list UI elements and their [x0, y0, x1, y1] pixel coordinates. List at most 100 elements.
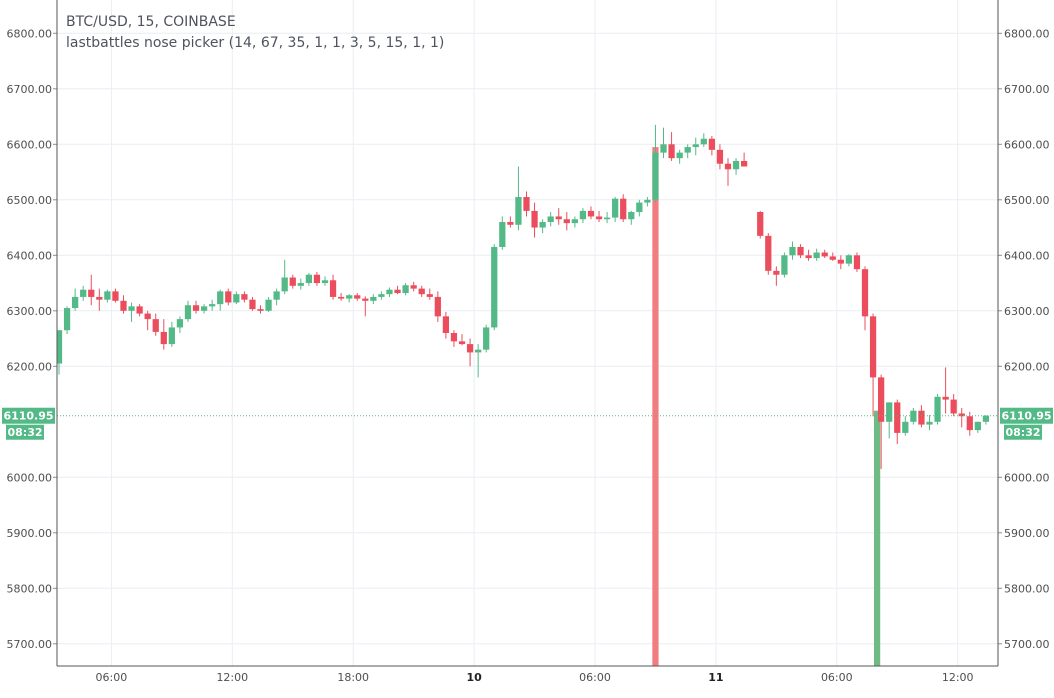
candle-body: [346, 295, 353, 299]
candle-body: [636, 202, 643, 213]
candle: [80, 285, 87, 301]
candle: [289, 274, 296, 289]
candle: [426, 288, 433, 300]
candle-body: [789, 246, 796, 256]
candle-body: [571, 219, 578, 224]
time-tick-label: 10: [466, 671, 482, 684]
candle: [72, 288, 79, 311]
indicator-title[interactable]: lastbattles nose picker (14, 67, 35, 1, …: [66, 35, 445, 51]
candle-body: [829, 256, 836, 260]
candle: [531, 202, 538, 238]
price-tick-label-right: 5900.00: [1004, 527, 1050, 540]
candle-body: [442, 316, 450, 333]
candle: [958, 407, 965, 428]
candle-body: [837, 259, 844, 264]
candle: [668, 132, 675, 161]
candle: [184, 300, 192, 322]
candle-body: [281, 277, 288, 292]
left-price-axis-bg: [0, 0, 57, 666]
candle-body: [668, 144, 675, 159]
candle-body: [781, 255, 788, 275]
candle-body: [217, 291, 224, 305]
candle-body: [410, 285, 417, 289]
candle: [918, 405, 925, 428]
candle-body: [765, 235, 772, 271]
candle-body: [821, 252, 828, 257]
price-tick-label-right: 5800.00: [1004, 582, 1050, 595]
candle: [491, 244, 498, 331]
candle-body: [499, 222, 506, 247]
candle-body: [450, 333, 458, 342]
candle-body: [910, 410, 917, 422]
candle-body: [257, 309, 264, 311]
candle: [563, 212, 570, 231]
price-tick-label-left: 6600.00: [7, 138, 53, 151]
candle-body: [394, 289, 401, 294]
candle-body: [974, 421, 981, 431]
candle: [579, 208, 587, 224]
candle-body: [354, 295, 361, 299]
candle-body: [926, 421, 933, 425]
candle: [869, 313, 877, 417]
candle: [249, 296, 256, 311]
price-tick-label-left: 6000.00: [7, 471, 53, 484]
candle: [926, 415, 933, 431]
chart-legend: BTC/USD, 15, COINBASE lastbattles nose p…: [66, 12, 444, 54]
time-tick-label: 11: [708, 671, 723, 684]
candle: [200, 304, 208, 314]
candle-body: [144, 313, 151, 320]
time-tick-label: 18:00: [337, 671, 369, 684]
price-tag-value-left: 6110.95: [3, 410, 53, 423]
candle-body: [176, 319, 184, 328]
candle-body: [160, 331, 167, 345]
candle: [765, 233, 772, 275]
candle: [120, 295, 127, 314]
candle-body: [982, 415, 990, 422]
price-tick-label-right: 6300.00: [1004, 305, 1050, 318]
candle-body: [845, 255, 853, 264]
candle-body: [757, 212, 764, 236]
candle-body: [55, 330, 63, 364]
candle: [652, 124, 659, 203]
candle-body: [869, 316, 877, 378]
candle: [160, 319, 167, 350]
candle: [603, 212, 611, 224]
candle-body: [434, 296, 441, 317]
candle: [676, 149, 683, 164]
price-tick-label-right: 6200.00: [1004, 360, 1050, 373]
candle: [458, 334, 466, 346]
candle-body: [813, 252, 820, 259]
candle-body: [362, 298, 369, 301]
candle: [612, 197, 619, 222]
axes[interactable]: 6800.00 6800.00 6700.00 6700.00 6600.00 6600.…: [7, 0, 1050, 684]
candle: [555, 208, 562, 225]
candle-body: [249, 299, 256, 310]
candles: [55, 124, 990, 469]
candle-body: [740, 160, 748, 167]
price-tick-label-left: 6200.00: [7, 360, 53, 373]
candle: [716, 144, 724, 170]
candle-body: [120, 300, 127, 311]
candle-body: [265, 299, 272, 311]
candle: [370, 294, 377, 305]
candle: [63, 306, 71, 335]
candle-body: [612, 198, 619, 218]
candle-body: [660, 144, 667, 153]
candle-body: [491, 246, 498, 328]
candle: [660, 127, 667, 159]
candle: [886, 402, 893, 439]
candle: [346, 294, 353, 303]
candle-body: [466, 344, 474, 353]
candle: [209, 299, 216, 311]
candle-body: [225, 291, 232, 303]
candle-body: [104, 291, 111, 300]
candle-body: [531, 210, 538, 228]
candle: [225, 288, 232, 306]
symbol-title[interactable]: BTC/USD, 15, COINBASE: [66, 14, 236, 30]
candle-body: [708, 138, 715, 150]
candle-body: [595, 216, 603, 220]
candle: [362, 296, 369, 317]
